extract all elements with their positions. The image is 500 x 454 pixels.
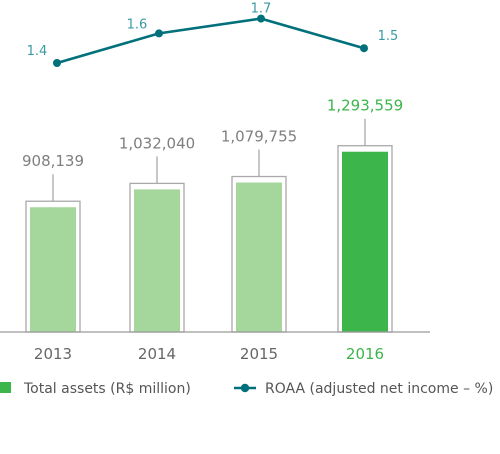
bar-value-label-2014: 1,032,040 <box>119 134 195 152</box>
roaa-value-label-2014: 1.6 <box>127 17 148 32</box>
roaa-value-label-2015: 1.7 <box>251 2 272 17</box>
legend-marker-roaa-dot <box>240 383 250 393</box>
roaa-point-2013 <box>53 59 61 67</box>
bar-value-label-2015: 1,079,755 <box>221 128 297 146</box>
legend-label-roaa: ROAA (adjusted net income – %) <box>265 381 493 397</box>
roaa-line <box>56 17 365 65</box>
year-labels-group: 2013 2014 2015 2016 <box>34 345 384 363</box>
x-tick-label-2016: 2016 <box>346 345 384 363</box>
x-tick-label-2015: 2015 <box>240 345 278 363</box>
bar-2013 <box>30 207 76 332</box>
roaa-line-group: 1.4 1.6 1.7 1.5 <box>27 2 399 67</box>
legend: Total assets (R$ million) ROAA (adjusted … <box>0 381 493 397</box>
bar-2016 <box>342 151 388 332</box>
x-tick-label-2013: 2013 <box>34 345 72 363</box>
x-tick-label-2014: 2014 <box>138 345 176 363</box>
roaa-value-label-2016: 1.5 <box>378 29 399 44</box>
bars-group: 908,139 1,032,040 1,079,755 1,293,559 <box>22 97 403 333</box>
bar-value-label-2013: 908,139 <box>22 152 84 170</box>
roaa-point-2014 <box>155 29 163 38</box>
roaa-point-2015 <box>257 14 265 23</box>
bar-value-label-2016: 1,293,559 <box>327 97 403 115</box>
bar-2014 <box>134 189 180 332</box>
roaa-value-label-2013: 1.4 <box>27 44 48 59</box>
legend-label-total-assets: Total assets (R$ million) <box>23 381 191 397</box>
roaa-point-2016 <box>360 44 368 53</box>
bar-2015 <box>236 182 282 332</box>
legend-marker-total-assets <box>0 382 11 393</box>
